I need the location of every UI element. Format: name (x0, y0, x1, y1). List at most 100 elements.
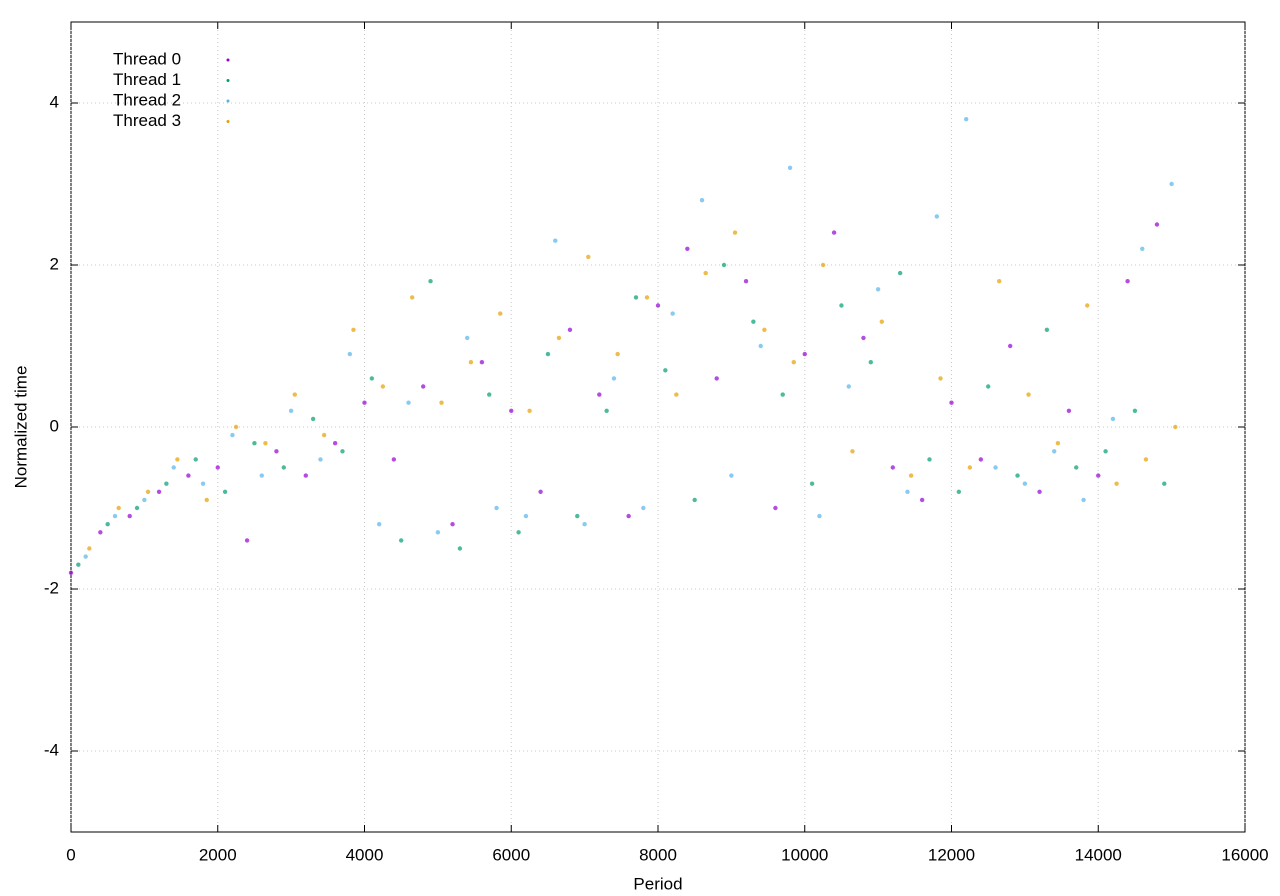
point (949, 400, 954, 405)
point (538, 489, 543, 494)
point (142, 497, 147, 503)
point (274, 449, 279, 454)
point (1085, 303, 1090, 308)
point (868, 360, 873, 365)
point (703, 270, 708, 276)
point (817, 513, 822, 519)
point (105, 522, 110, 527)
x-tick-label: 16000 (1221, 845, 1268, 864)
x-tick-label: 0 (66, 845, 75, 864)
point (193, 457, 198, 462)
point (468, 360, 474, 365)
point (376, 522, 382, 527)
point (729, 473, 734, 478)
point (978, 457, 984, 462)
point (175, 457, 180, 462)
point (721, 262, 727, 268)
legend-marker (226, 99, 230, 103)
point (288, 408, 294, 413)
point (956, 489, 962, 494)
point (685, 246, 690, 251)
point (1037, 489, 1042, 494)
point (1173, 424, 1178, 430)
point (963, 117, 969, 122)
point (597, 392, 602, 397)
point (732, 230, 738, 235)
point (938, 376, 943, 381)
point (626, 513, 631, 519)
point (831, 230, 837, 235)
point (674, 392, 679, 397)
point (1026, 392, 1031, 397)
y-axis-label: Normalized time (11, 366, 30, 489)
point (1169, 181, 1174, 187)
point (575, 513, 580, 519)
point (567, 327, 573, 332)
point (450, 522, 455, 527)
point (83, 554, 88, 559)
point (112, 513, 118, 519)
point (743, 279, 749, 284)
y-tick-label: -4 (44, 740, 59, 759)
point (380, 384, 386, 389)
point (259, 473, 264, 478)
point (409, 295, 415, 300)
point (897, 270, 903, 276)
x-tick-label: 4000 (346, 845, 384, 864)
point (791, 360, 796, 365)
point (615, 351, 620, 357)
x-tick-label: 6000 (492, 845, 530, 864)
legend-marker (226, 120, 230, 123)
point (875, 287, 881, 292)
point (435, 530, 441, 535)
point (1052, 449, 1057, 454)
point (230, 432, 235, 438)
point (780, 392, 785, 397)
point (751, 319, 756, 324)
point (127, 513, 132, 519)
y-tick-label: 2 (50, 254, 59, 273)
point (879, 319, 884, 324)
point (967, 465, 973, 470)
x-tick-label: 14000 (1075, 845, 1122, 864)
point (699, 198, 705, 203)
legend-label: Thread 2 (113, 90, 181, 109)
point (465, 335, 470, 341)
point (714, 376, 719, 381)
legend-label: Thread 1 (113, 70, 181, 89)
point (98, 530, 103, 535)
point (487, 392, 492, 397)
point (1143, 457, 1149, 462)
point (186, 473, 191, 478)
point (87, 546, 92, 551)
y-tick-label: -2 (44, 578, 59, 597)
point (68, 570, 74, 575)
point (1110, 416, 1116, 422)
point (76, 562, 81, 567)
point (1140, 246, 1145, 251)
point (905, 489, 910, 494)
point (1162, 481, 1167, 486)
point (1074, 465, 1079, 470)
point (244, 538, 250, 543)
point (1008, 343, 1013, 349)
point (611, 376, 617, 381)
point (545, 351, 551, 357)
point (1081, 497, 1086, 503)
point (215, 465, 220, 470)
point (927, 457, 932, 462)
point (233, 424, 239, 430)
point (310, 416, 316, 422)
point (362, 400, 367, 405)
point (292, 392, 297, 397)
point (919, 497, 925, 503)
point (332, 441, 338, 446)
y-tick-label: 0 (50, 416, 59, 435)
point (391, 457, 397, 462)
point (200, 481, 206, 486)
point (263, 441, 268, 446)
point (586, 254, 591, 260)
point (1114, 481, 1119, 486)
x-tick-label: 8000 (639, 845, 677, 864)
